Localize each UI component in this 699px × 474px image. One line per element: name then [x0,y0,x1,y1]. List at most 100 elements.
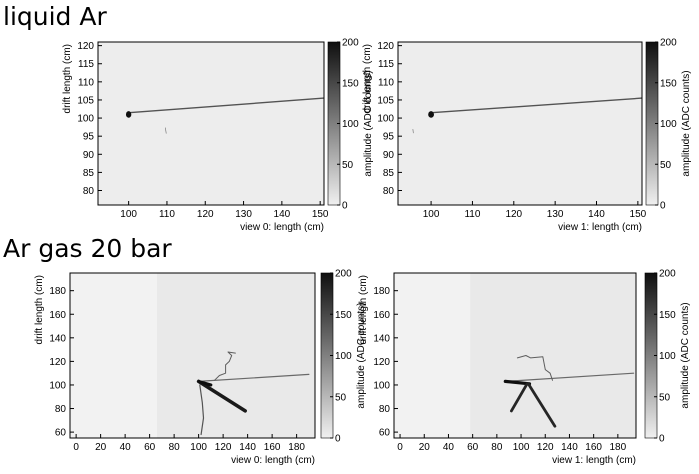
x-tick-label: 110 [159,209,175,220]
y-tick-label: 120 [49,357,66,368]
y-tick-label: 105 [377,95,394,106]
chart-lar-view1: 100 110 120 130 140 150 80 85 90 95 100 105 110 115 12… [362,38,692,234]
track [199,384,205,436]
plot-background [98,42,324,205]
x-axis-label: view 0: length (cm) [231,455,315,466]
x-tick-label: 40 [120,442,132,453]
colorbar-tick-label: 100 [659,351,676,362]
y-axis-label: drift length (cm) [358,275,369,344]
plot-area [412,97,642,134]
y-tick-label: 80 [379,404,391,415]
x-tick-label: 100 [423,209,440,220]
colorbar-tick-label: 150 [660,78,677,89]
chart-gas-view0: 0 20 40 60 80 100 120 140 160 180 60 80 100 120 140 160… [34,269,367,467]
colorbar-tick-label: 200 [335,269,352,280]
x-tick-label: 120 [505,209,522,220]
y-tick-label: 115 [378,59,394,70]
y-tick-label: 140 [373,333,390,344]
y-tick-label: 100 [77,114,94,125]
colorbar-label: amplitude (ADC counts) [681,70,692,176]
y-tick-label: 140 [49,333,66,344]
colorbar-tick-label: 50 [659,392,671,403]
colorbar-tick-label: 100 [660,119,677,130]
track [432,97,642,114]
y-tick-label: 85 [383,168,395,179]
colorbar-label: amplitude (ADC counts) [680,302,691,408]
x-tick-label: 60 [144,442,156,453]
chart-gas-view1: 0 20 40 60 80 100 120 140 160 180 60 80 100 120 140 160… [358,269,691,467]
colorbar-tick-label: 200 [342,38,359,49]
colorbar-label: amplitude (ADC counts) [356,302,367,408]
y-axis-label: drift length (cm) [62,44,73,113]
y-tick-label: 60 [379,428,391,439]
y-tick-label: 160 [49,310,66,321]
track [196,379,247,413]
y-tick-label: 85 [83,168,95,179]
track [504,372,635,383]
x-tick-label: 120 [215,442,232,453]
y-tick-label: 110 [378,77,394,88]
track [197,379,213,387]
y-axis-label: drift length (cm) [362,44,373,113]
colorbar-label: amplitude (ADC counts) [363,70,374,176]
section-title-ar-gas: Ar gas 20 bar [3,234,172,263]
x-tick-label: 20 [95,442,107,453]
x-tick-label: 160 [264,442,281,453]
x-tick-label: 140 [239,442,256,453]
x-tick-label: 0 [73,442,79,453]
x-tick-label: 160 [585,442,602,453]
y-tick-label: 100 [373,380,390,391]
y-tick-label: 160 [373,310,390,321]
x-tick-label: 20 [419,442,431,453]
colorbar-tick-label: 50 [660,160,672,171]
colorbar-tick-label: 150 [335,310,352,321]
x-tick-label: 130 [235,209,252,220]
colorbar-tick-label: 100 [335,351,352,362]
x-tick-label: 40 [443,442,455,453]
track [526,382,557,428]
y-axis-label: drift length (cm) [34,275,45,344]
plot-frame [97,41,325,206]
plot-frame [69,272,316,439]
y-tick-label: 120 [77,41,94,52]
colorbar-tick-label: 100 [342,119,359,130]
readout-region [470,273,636,438]
x-tick-label: 80 [491,442,503,453]
y-tick-label: 120 [377,41,394,52]
x-axis-label: view 1: length (cm) [558,222,642,233]
x-tick-label: 150 [312,209,329,220]
y-tick-label: 110 [78,77,94,88]
colorbar-tick-label: 150 [659,310,676,321]
colorbar-tick-label: 0 [660,201,666,212]
y-tick-label: 90 [83,150,95,161]
x-axis-label: view 1: length (cm) [552,455,636,466]
plot-area [125,97,324,134]
x-tick-label: 100 [120,209,137,220]
x-tick-label: 120 [197,209,214,220]
plot-background [398,42,642,205]
track [516,355,553,381]
y-tick-label: 120 [373,357,390,368]
plot-frame [393,272,637,439]
y-tick-label: 100 [49,380,66,391]
x-tick-label: 140 [588,209,605,220]
colorbar-tick-label: 50 [342,160,354,171]
x-tick-label: 80 [169,442,181,453]
x-tick-label: 120 [537,442,554,453]
plot-frame [397,41,643,206]
plot-area [470,273,636,438]
section-title-liquid-ar: liquid Ar [3,2,107,31]
x-tick-label: 150 [630,209,647,220]
colorbar-tick-label: 0 [335,434,341,445]
x-tick-label: 140 [561,442,578,453]
chart-lar-view0: 100 110 120 130 140 150 80 85 90 95 100 105 110 115 12… [62,38,374,234]
track [198,373,310,383]
x-tick-label: 180 [288,442,305,453]
colorbar-tick-label: 0 [659,434,665,445]
colorbar-tick-label: 200 [660,38,677,49]
vertex-blob [428,111,434,118]
plot-area [156,273,315,438]
x-tick-label: 100 [190,442,207,453]
y-tick-label: 115 [78,59,94,70]
track [129,97,324,114]
